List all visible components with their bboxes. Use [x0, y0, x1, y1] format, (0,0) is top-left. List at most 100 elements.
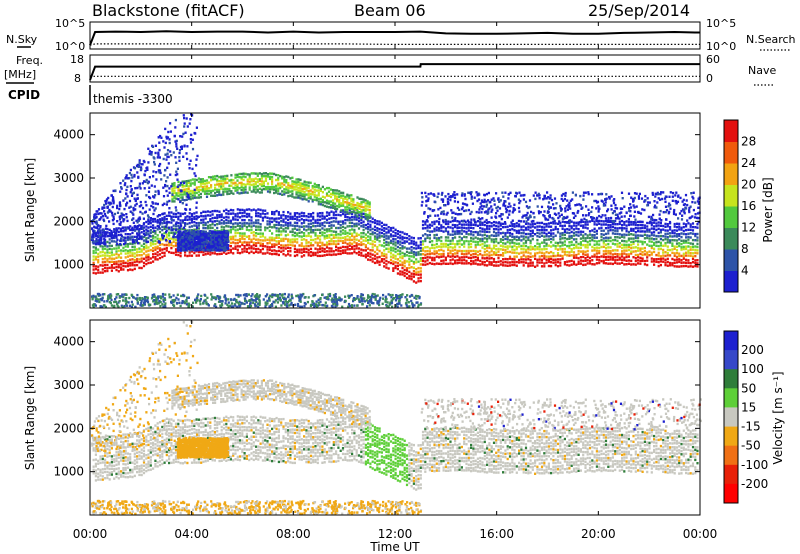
range-cell	[163, 212, 166, 215]
range-cell	[203, 190, 207, 193]
range-cell	[158, 227, 162, 230]
range-cell	[344, 251, 347, 254]
range-cell	[536, 238, 539, 242]
range-cell	[147, 249, 150, 252]
range-cell	[325, 253, 329, 256]
range-cell	[364, 239, 367, 242]
range-cell	[284, 230, 287, 233]
range-cell	[328, 234, 331, 237]
range-cell	[579, 233, 582, 236]
range-cell	[139, 187, 142, 190]
range-cell	[669, 254, 672, 257]
range-cell	[248, 237, 251, 241]
range-cell	[486, 264, 489, 267]
range-cell	[467, 226, 470, 229]
range-cell	[426, 224, 429, 227]
range-cell	[401, 261, 404, 264]
range-cell	[575, 238, 578, 241]
range-cell	[243, 222, 246, 225]
range-cell	[627, 262, 630, 265]
range-cell	[572, 247, 576, 250]
range-cell	[666, 248, 669, 252]
range-cell	[383, 238, 386, 242]
range-cell	[561, 244, 564, 247]
range-cell	[696, 242, 699, 246]
range-cell	[211, 210, 214, 213]
range-cell	[266, 216, 269, 219]
range-cell	[367, 251, 370, 255]
range-cell	[284, 244, 287, 247]
range-cell	[623, 249, 626, 252]
range-cell	[138, 254, 141, 257]
range-cell	[312, 229, 315, 232]
range-cell	[614, 261, 617, 265]
range-cell	[470, 242, 473, 246]
range-cell	[481, 246, 484, 249]
range-cell	[150, 238, 153, 242]
range-cell	[410, 275, 413, 278]
range-cell	[138, 228, 141, 232]
range-cell	[527, 265, 530, 268]
range-cell	[154, 232, 157, 235]
range-cell	[140, 163, 143, 166]
range-cell	[431, 243, 434, 247]
range-cell	[389, 246, 393, 249]
range-cell	[595, 258, 598, 261]
range-cell	[463, 253, 466, 256]
range-cell	[497, 241, 500, 245]
range-cell	[145, 250, 148, 253]
range-cell	[99, 245, 102, 248]
range-cell	[410, 242, 413, 245]
range-cell	[168, 141, 171, 145]
range-cell	[524, 239, 528, 242]
range-cell	[293, 238, 296, 241]
range-cell	[499, 232, 502, 235]
range-cell	[474, 246, 477, 249]
range-cell	[91, 222, 94, 225]
range-cell	[275, 209, 278, 213]
range-cell	[664, 222, 667, 226]
range-cell	[572, 234, 576, 237]
range-cell	[600, 235, 603, 239]
range-cell	[348, 196, 351, 200]
range-cell	[224, 190, 227, 193]
range-cell	[508, 224, 512, 227]
range-cell	[327, 200, 331, 203]
freq-panel: Freq. [MHz] 18 8 60 0 Nave	[4, 53, 776, 86]
range-cell	[440, 253, 443, 256]
range-cell	[687, 261, 690, 265]
range-cell	[419, 246, 422, 250]
range-cell	[207, 192, 211, 196]
range-cell	[283, 178, 286, 181]
range-cell	[238, 234, 242, 238]
range-cell	[109, 202, 113, 205]
range-cell	[335, 213, 338, 217]
range-cell	[465, 223, 468, 226]
range-cell	[650, 260, 653, 263]
range-cell	[431, 258, 434, 262]
range-cell	[173, 195, 176, 198]
range-cell	[579, 230, 582, 233]
range-cell	[401, 266, 404, 270]
range-cell	[424, 239, 427, 243]
range-cell	[142, 252, 146, 255]
range-cell	[454, 248, 457, 252]
range-cell	[212, 189, 215, 192]
range-cell	[486, 249, 489, 253]
range-cell	[550, 257, 553, 261]
range-cell	[313, 191, 316, 194]
range-cell	[678, 242, 681, 245]
range-cell	[470, 236, 473, 240]
range-cell	[232, 179, 235, 182]
range-cell	[309, 244, 313, 247]
range-cell	[275, 184, 278, 187]
range-cell	[373, 254, 377, 257]
range-cell	[104, 254, 107, 257]
range-cell	[373, 228, 377, 232]
range-cell	[309, 222, 313, 225]
range-cell	[175, 186, 178, 189]
range-cell	[575, 256, 578, 259]
range-cell	[92, 235, 95, 239]
range-cell	[630, 220, 633, 224]
range-cell	[673, 239, 676, 242]
